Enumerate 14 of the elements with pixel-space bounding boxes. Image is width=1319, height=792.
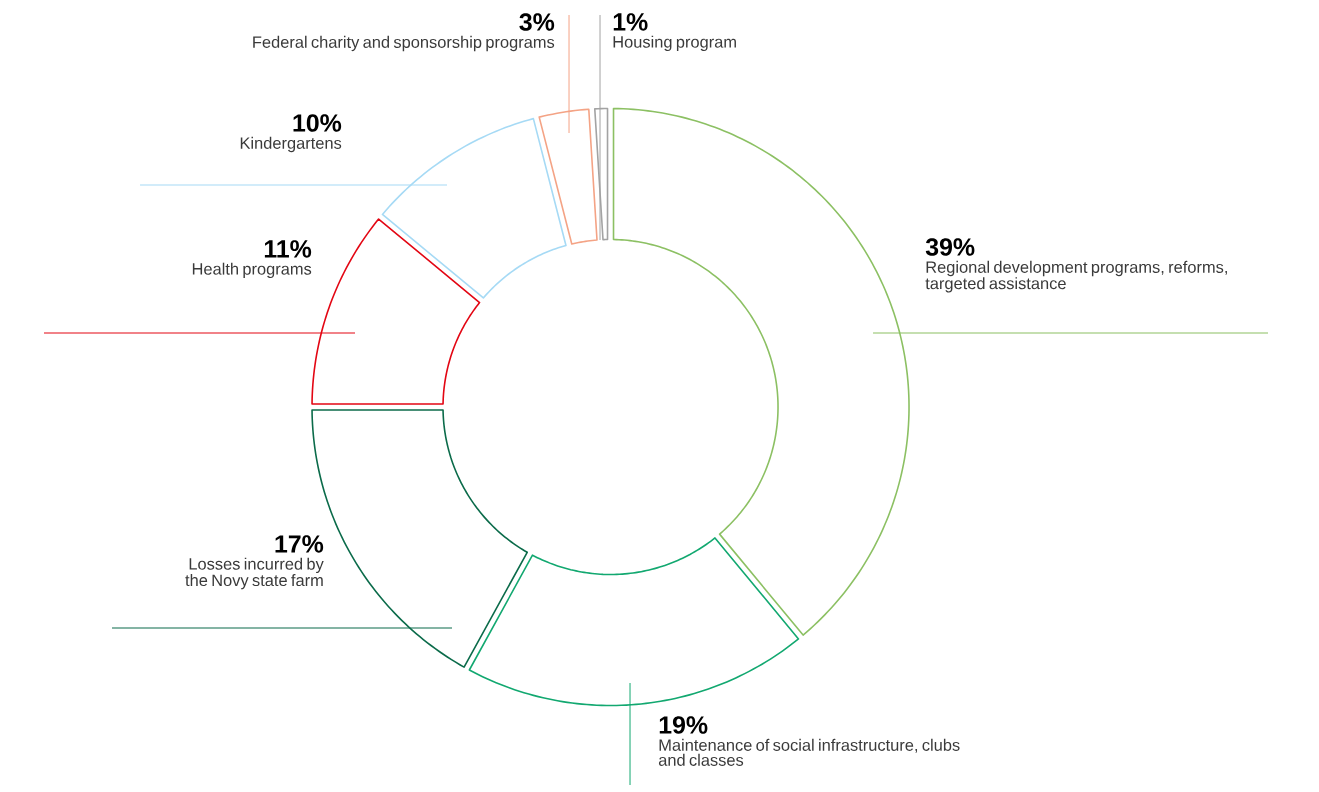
- data-label: 1%: [613, 13, 648, 31]
- data-label: 3%: [519, 13, 555, 31]
- slice-label: Health programs: [192, 262, 312, 279]
- slice-label: Losses incurred by the Novy state farm: [185, 557, 324, 590]
- slice-label: Maintenance of social infrastructure, clubs and classes: [658, 738, 960, 766]
- slice-label: Federal charity and sponsorship programs: [253, 35, 555, 52]
- slice-label: Regional development programs, reforms, targeted assistance: [925, 260, 1227, 293]
- data-label: 11%: [264, 240, 312, 258]
- slice-label: Kindergartens: [240, 136, 342, 153]
- data-label: 17%: [275, 535, 324, 553]
- data-label: 19%: [659, 716, 708, 734]
- data-label: 10%: [293, 114, 342, 132]
- slice-label: Housing program: [613, 35, 736, 52]
- data-label: 39%: [925, 238, 975, 256]
